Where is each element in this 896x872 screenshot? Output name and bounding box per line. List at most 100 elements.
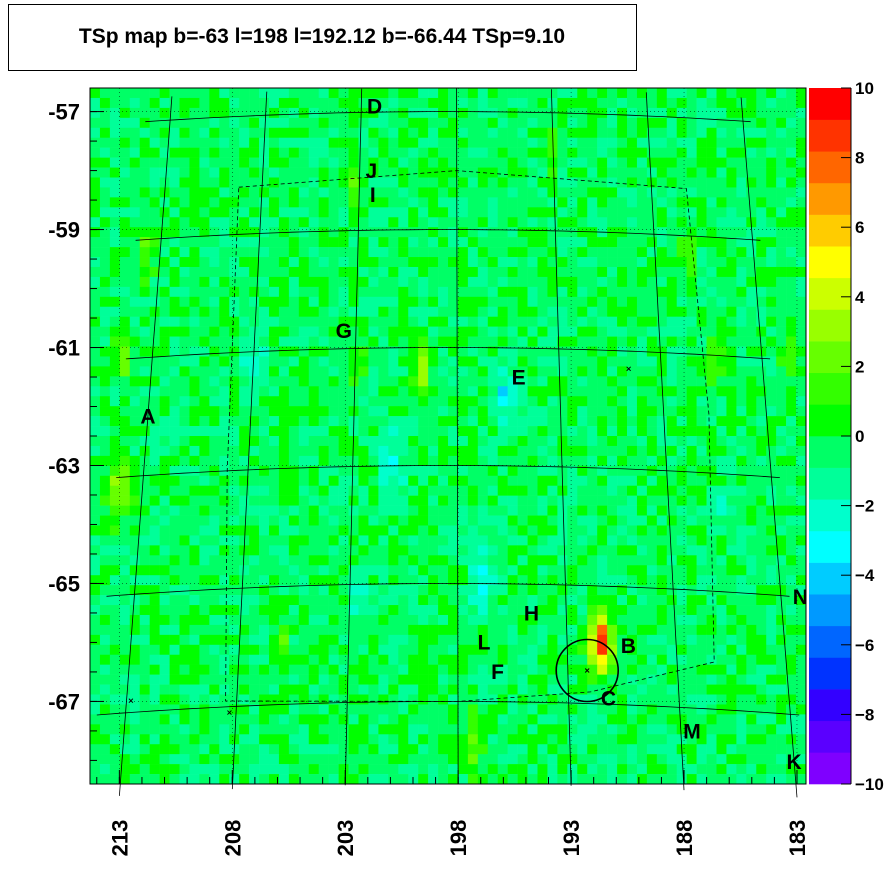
heatmap-cell: [557, 515, 568, 526]
heatmap-cell: [676, 366, 687, 377]
heatmap-cell: [338, 684, 349, 695]
heatmap-cell: [438, 346, 449, 357]
heatmap-cell: [766, 416, 777, 427]
heatmap-cell: [219, 286, 230, 298]
heatmap-cell: [239, 694, 250, 705]
heatmap-cell: [636, 187, 648, 198]
heatmap-cell: [229, 445, 240, 457]
heatmap-cell: [706, 754, 717, 765]
heatmap-cell: [368, 664, 379, 675]
heatmap-cell: [368, 117, 379, 129]
heatmap-cell: [129, 664, 141, 675]
heatmap-cell: [646, 674, 658, 685]
heatmap-cell: [269, 356, 280, 367]
heatmap-cell: [776, 436, 787, 447]
heatmap-cell: [308, 455, 320, 467]
heatmap-cell: [229, 346, 240, 357]
heatmap-cell: [388, 744, 399, 755]
heatmap-cell: [109, 505, 121, 516]
heatmap-cell: [577, 535, 588, 546]
heatmap-cell: [726, 535, 737, 546]
heatmap-cell: [199, 475, 210, 487]
heatmap-cell: [288, 376, 300, 387]
heatmap-cell: [537, 455, 548, 467]
heatmap-cell: [149, 724, 160, 735]
heatmap-cell: [209, 177, 220, 188]
heatmap-cell: [239, 416, 250, 427]
heatmap-cell: [269, 97, 280, 109]
heatmap-cell: [796, 316, 807, 327]
heatmap-cell: [756, 545, 767, 556]
heatmap-cell: [259, 774, 270, 785]
heatmap-cell: [686, 575, 697, 586]
heatmap-cell: [467, 515, 479, 526]
heatmap-cell: [527, 416, 538, 427]
heatmap-cell: [189, 605, 200, 616]
heatmap-cell: [139, 555, 150, 566]
heatmap-cell: [368, 565, 379, 576]
heatmap-cell: [776, 406, 787, 417]
heatmap-cell: [99, 286, 111, 298]
heatmap-cell: [159, 88, 170, 99]
heatmap-cell: [269, 336, 280, 347]
heatmap-cell: [368, 764, 379, 775]
heatmap-cell: [109, 237, 121, 248]
heatmap-cell: [219, 107, 230, 119]
heatmap-cell: [278, 575, 290, 586]
heatmap-cell: [467, 764, 479, 775]
heatmap-cell: [149, 127, 160, 139]
heatmap-cell: [169, 565, 180, 576]
heatmap-cell: [597, 465, 608, 477]
heatmap-cell: [587, 445, 598, 457]
heatmap-cell: [269, 306, 280, 317]
heatmap-cell: [467, 97, 479, 109]
heatmap-cell: [557, 535, 568, 546]
heatmap-cell: [666, 356, 678, 367]
heatmap-cell: [696, 386, 707, 397]
heatmap-cell: [388, 217, 399, 228]
heatmap-cell: [796, 217, 807, 228]
heatmap-cell: [656, 555, 668, 566]
heatmap-cell: [776, 734, 787, 745]
heatmap-cell: [259, 376, 270, 387]
heatmap-cell: [497, 684, 508, 695]
heatmap-cell: [358, 376, 369, 387]
heatmap-cell: [428, 257, 439, 268]
heatmap-cell: [418, 704, 429, 715]
heatmap-cell: [448, 107, 459, 119]
heatmap-cell: [746, 644, 757, 656]
heatmap-cell: [129, 515, 141, 526]
heatmap-cell: [517, 684, 528, 695]
heatmap-cell: [229, 227, 240, 238]
heatmap-cell: [338, 137, 349, 148]
heatmap-cell: [259, 714, 270, 725]
heatmap-cell: [567, 565, 578, 576]
heatmap-cell: [179, 684, 190, 695]
heatmap-cell: [398, 436, 409, 447]
heatmap-cell: [348, 227, 359, 238]
heatmap-cell: [318, 247, 329, 258]
heatmap-cell: [139, 127, 150, 139]
heatmap-cell: [597, 157, 608, 168]
heatmap-cell: [159, 634, 170, 646]
heatmap-cell: [209, 436, 220, 447]
heatmap-cell: [368, 654, 379, 665]
heatmap-cell: [686, 495, 697, 506]
heatmap-cell: [239, 326, 250, 337]
heatmap-cell: [577, 674, 588, 685]
heatmap-cell: [597, 286, 608, 298]
heatmap-cell: [99, 426, 111, 437]
heatmap-cell: [796, 525, 807, 536]
heatmap-cell: [398, 137, 409, 148]
heatmap-cell: [627, 475, 638, 487]
heatmap-cell: [716, 485, 727, 496]
heatmap-cell: [617, 495, 628, 506]
heatmap-cell: [617, 177, 628, 188]
heatmap-cell: [378, 475, 389, 487]
heatmap-cell: [338, 436, 349, 447]
heatmap-cell: [438, 306, 449, 317]
heatmap-cell: [636, 485, 648, 496]
heatmap-cell: [239, 167, 250, 178]
heatmap-cell: [368, 624, 379, 636]
heatmap-cell: [497, 157, 508, 168]
